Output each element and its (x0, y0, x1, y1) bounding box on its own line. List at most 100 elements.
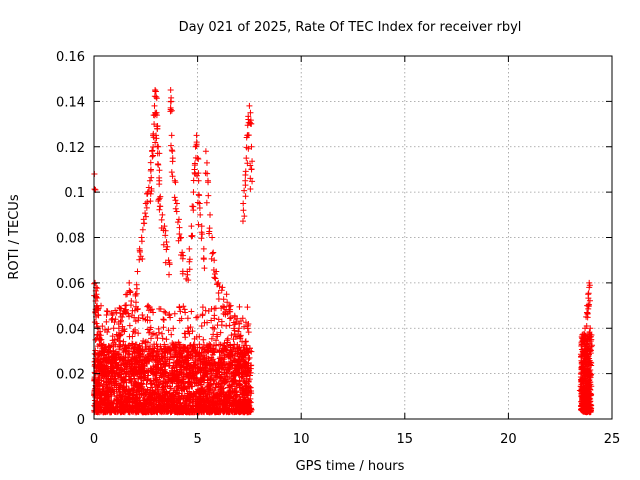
data-point (183, 401, 190, 408)
y-tick-label: 0.1 (64, 186, 85, 201)
y-tick-label: 0.16 (56, 50, 85, 65)
data-point (248, 390, 255, 397)
data-point (160, 391, 167, 398)
data-point (245, 384, 252, 391)
data-point (231, 372, 238, 379)
data-point (219, 385, 226, 392)
data-point (104, 384, 111, 391)
data-point (196, 394, 203, 401)
data-point (188, 383, 195, 390)
data-point (217, 386, 224, 393)
grid-lines (94, 56, 612, 419)
data-point (102, 404, 109, 411)
x-tick-label: 5 (193, 432, 201, 447)
y-tick-label: 0.14 (56, 95, 85, 110)
data-point (100, 385, 107, 392)
data-point (248, 348, 255, 355)
data-point (147, 408, 154, 415)
data-point (139, 352, 146, 359)
data-point (163, 388, 170, 395)
x-tick-label: 15 (397, 432, 414, 447)
data-point (236, 377, 243, 384)
data-point (105, 388, 112, 395)
data-point (216, 390, 223, 397)
data-points (91, 87, 596, 416)
data-point (148, 384, 155, 391)
data-point (110, 388, 117, 395)
data-point (119, 392, 126, 399)
data-point (222, 392, 229, 399)
y-tick-label: 0 (77, 413, 85, 428)
data-point (242, 382, 249, 389)
data-point (128, 387, 135, 394)
data-point (166, 390, 173, 397)
data-point (125, 390, 132, 397)
data-point (200, 399, 207, 406)
data-point (143, 381, 150, 388)
data-point (220, 396, 227, 403)
data-point (135, 344, 142, 351)
data-point (126, 376, 133, 383)
data-point (111, 382, 118, 389)
data-point (227, 342, 234, 349)
data-point (136, 354, 143, 361)
y-tick-label: 0.04 (56, 322, 85, 337)
data-point (198, 385, 205, 392)
data-point (233, 393, 240, 400)
y-tick-label: 0.08 (56, 232, 85, 247)
data-point (159, 380, 166, 387)
data-point (108, 405, 115, 412)
y-tick-label: 0.12 (56, 141, 85, 156)
data-point (112, 396, 119, 403)
x-tick-label: 20 (500, 432, 517, 447)
data-point (217, 341, 224, 348)
data-point (223, 391, 230, 398)
data-point (239, 373, 246, 380)
data-point (155, 392, 162, 399)
chart-title: Day 021 of 2025, Rate Of TEC Index for r… (179, 20, 522, 35)
data-point (153, 397, 160, 404)
x-tick-label: 10 (293, 432, 310, 447)
data-point (154, 343, 161, 350)
data-point (193, 380, 200, 387)
data-point (210, 377, 217, 384)
data-point (178, 403, 185, 410)
data-point (140, 377, 147, 384)
data-point (198, 376, 205, 383)
data-point (209, 351, 216, 358)
data-point (190, 393, 197, 400)
data-point (92, 376, 99, 383)
data-point (208, 399, 215, 406)
data-point (121, 396, 128, 403)
x-tick-label: 25 (604, 432, 621, 447)
data-point (171, 353, 178, 360)
y-tick-label: 0.02 (56, 368, 85, 383)
data-point (106, 396, 113, 403)
data-point (160, 383, 167, 390)
data-point (241, 397, 248, 404)
data-point (116, 382, 123, 389)
data-point (161, 392, 168, 399)
data-point (163, 378, 170, 385)
data-point (138, 374, 145, 381)
data-point (235, 380, 242, 387)
data-point (247, 405, 254, 412)
data-point (225, 352, 232, 359)
data-point (241, 342, 248, 349)
data-point (185, 408, 192, 415)
y-axis-label: ROTI / TECUs (7, 194, 22, 279)
data-point (217, 397, 224, 404)
data-point (157, 343, 164, 350)
data-point (230, 378, 237, 385)
data-point (180, 376, 187, 383)
data-point (116, 388, 123, 395)
data-point (189, 400, 196, 407)
data-point (98, 377, 105, 384)
data-point (186, 378, 193, 385)
data-point (121, 377, 128, 384)
data-point (173, 380, 180, 387)
x-tick-label: 0 (90, 432, 98, 447)
data-point (167, 385, 174, 392)
data-point (103, 381, 110, 388)
data-point (248, 362, 255, 369)
